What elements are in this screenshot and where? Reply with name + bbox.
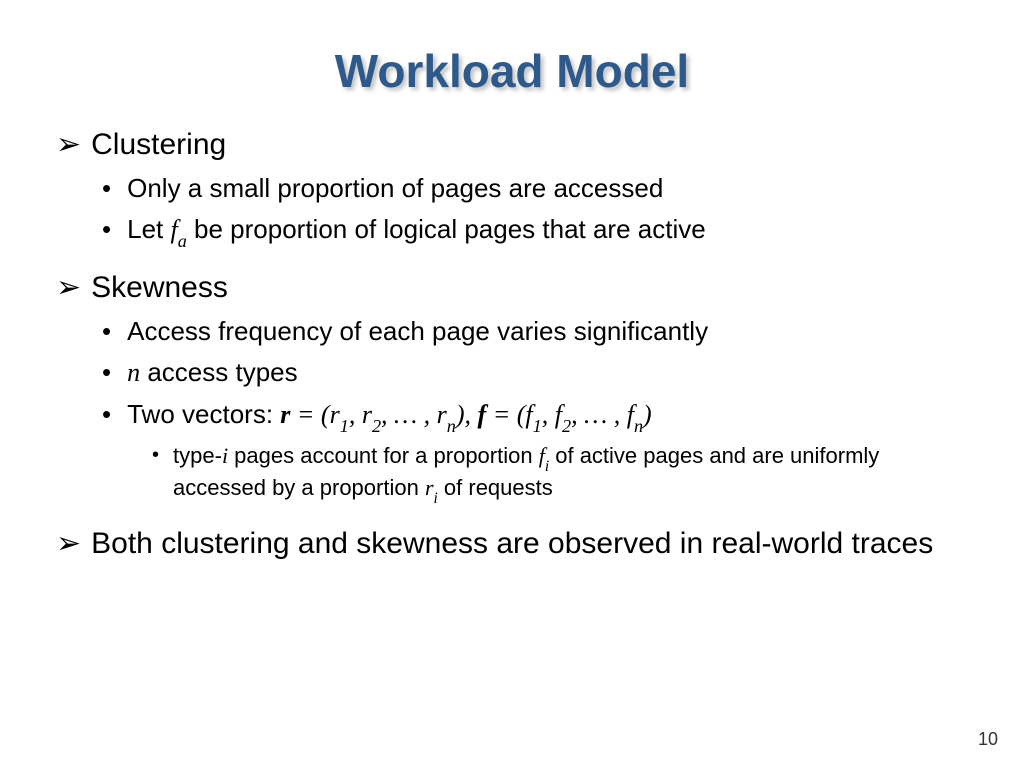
math-subscript: 2 [562,416,571,436]
arrow-icon: ➢ [56,126,81,164]
math-fragment: ) [643,400,652,429]
math-var: f [555,400,562,429]
math-fragment: ), [456,400,478,429]
bullet-text: Let fa be proportion of logical pages th… [127,213,964,251]
math-subscript: a [178,231,187,251]
arrow-icon: ➢ [56,525,81,563]
math-var: r [330,400,340,429]
bullet-text: n access types [127,356,964,390]
math-var: r [362,400,372,429]
bullet-both: ➢ Both clustering and skewness are obser… [56,525,964,563]
bullet-text: type-i pages account for a proportion fi… [173,442,964,507]
math-var: r [437,400,447,429]
text-fragment: of requests [438,475,553,500]
bullet-clustering: ➢ Clustering [56,126,964,164]
dot-icon: • [102,213,111,247]
math-var: f [539,443,545,468]
math-subscript: i [545,458,549,475]
math-var-bold: r [280,400,290,429]
bullet-clustering-sub2: • Let fa be proportion of logical pages … [102,213,964,251]
math-var: f [170,215,177,244]
bullet-text: Only a small proportion of pages are acc… [127,172,964,206]
bullet-both-text: Both clustering and skewness are observe… [91,525,964,563]
dot-icon: • [102,398,111,432]
math-subscript: 2 [372,416,381,436]
math-var: r [425,475,434,500]
bullet-skewness: ➢ Skewness [56,269,964,307]
math-fragment: = ( [290,400,329,429]
text-fragment: type- [173,443,222,468]
arrow-icon: ➢ [56,269,81,307]
bullet-text: Access frequency of each page varies sig… [127,315,964,349]
math-var: n [127,358,140,387]
bullet-text: Two vectors: r = (r1, r2, … , rn), f = (… [127,398,964,436]
math-subscript: 1 [533,416,542,436]
math-subscript: 1 [340,416,349,436]
math-fragment: , … , [571,400,627,429]
bullet-skewness-text: Skewness [91,269,964,307]
dot-icon: • [102,356,111,390]
math-fragment: , [349,400,362,429]
math-var: f [525,400,532,429]
text-fragment: pages account for a proportion [228,443,539,468]
bullet-skewness-sub3: • Two vectors: r = (r1, r2, … , rn), f =… [102,398,964,436]
slide-title: Workload Model [0,0,1024,126]
dot-icon: • [152,442,159,468]
bullet-clustering-text: Clustering [91,126,964,164]
bullet-skewness-sub2: • n access types [102,356,964,390]
slide-content: ➢ Clustering • Only a small proportion o… [0,126,1024,562]
text-fragment: access types [140,357,298,387]
text-fragment: be proportion of logical pages that are … [187,214,706,244]
bullet-skewness-subsub: • type-i pages account for a proportion … [152,442,964,507]
math-subscript: n [634,416,643,436]
math-subscript: i [434,490,438,507]
text-fragment: Let [127,214,170,244]
bullet-skewness-sub1: • Access frequency of each page varies s… [102,315,964,349]
math-fragment: , [542,400,555,429]
math-fragment: = ( [486,400,525,429]
text-fragment: Two vectors: [127,399,280,429]
math-subscript: n [447,416,456,436]
bullet-clustering-sub1: • Only a small proportion of pages are a… [102,172,964,206]
dot-icon: • [102,172,111,206]
math-var-bold: f [478,400,487,429]
math-fragment: , … , [381,400,437,429]
page-number: 10 [978,729,998,750]
math-var: f [627,400,634,429]
dot-icon: • [102,315,111,349]
